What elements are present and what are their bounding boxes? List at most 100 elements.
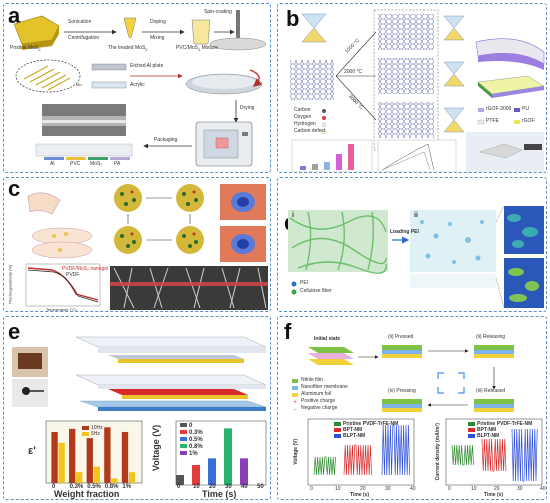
svg-text:−: −	[293, 407, 297, 413]
layer-ptfe: PTFE	[486, 118, 499, 124]
bar-e2-4	[240, 458, 248, 485]
f-left-legend: Pristine PVDF-TrFE-NM BPT-NM BLPT-NM	[334, 421, 398, 439]
bar-e1-1-2	[93, 466, 100, 483]
strip-label-pa: PA	[114, 161, 121, 167]
svg-text:Mo: Mo	[76, 82, 82, 87]
key-defect: Carbon defect	[294, 128, 326, 134]
e2-xtick-1: 10	[193, 484, 200, 490]
fR-red	[481, 438, 507, 472]
f-rleg-0: Pristine PVDF-TrFE-NM	[477, 421, 533, 427]
panel-f: f + −	[277, 316, 547, 500]
bar-e1-1-0	[58, 442, 65, 483]
e2-xtick-0: 0	[177, 484, 181, 490]
e-left-xlabel: Weight fraction	[54, 489, 120, 499]
fL-xtick-2: 20	[360, 486, 366, 492]
bar-e2-2	[208, 458, 216, 485]
fL-xtick-4: 40	[410, 486, 416, 492]
fR-xtick-2: 20	[494, 486, 500, 492]
legend-cellulose: Cellulose fiber	[300, 288, 332, 294]
drying-label: Drying	[240, 105, 255, 111]
f-legend-positive: Positive charge	[301, 398, 336, 404]
temp-2000: 2000 °C	[344, 69, 363, 75]
e-right-ylabel: Voltage (V)	[151, 424, 162, 472]
e1-xtick-0: 0	[52, 484, 56, 490]
packaging-label: Packaging	[154, 137, 178, 143]
f-initial-label: Initial state	[314, 336, 341, 342]
tga-legend-1: PVDF/MoS₂ nanogel	[62, 266, 109, 272]
etched-plate-label: Etched Al plate	[130, 63, 164, 69]
spin-coating-label: Spin-coating	[204, 9, 232, 15]
bar-e1-1-3	[111, 478, 118, 483]
e2-xtick-2: 20	[209, 484, 216, 490]
f-releasing-label: (ii) Releasing	[476, 334, 506, 340]
bar-e1-1-4	[128, 472, 136, 483]
fR-xtick-1: 10	[471, 486, 477, 492]
panel-e-label: e	[8, 319, 21, 344]
layer-rgof: rGOF	[522, 118, 535, 124]
bar-e1-0-2	[86, 438, 93, 483]
panel-a: a Mo	[3, 3, 271, 173]
e-rlegend-3: 0.8%	[189, 444, 203, 450]
svg-text:+: +	[293, 400, 297, 406]
e-left-ylabel: ε'	[28, 445, 36, 457]
bar-e1-0-3	[104, 427, 111, 483]
f-legend-nanofiber: Nanofiber membrane	[301, 384, 348, 390]
e-right-xlabel: Time (s)	[202, 489, 237, 499]
e-rlegend-2: 0.5%	[189, 437, 203, 443]
panel-e-figure	[12, 336, 267, 486]
layer-pu: PU	[522, 106, 529, 112]
f-rleg-2: BLPT-NM	[477, 433, 500, 439]
bar-e1-0-1	[69, 428, 76, 483]
strip-label-pvc: PVC	[70, 161, 81, 167]
panel-a-figure: Mo	[13, 10, 267, 167]
bar-e1-1-1	[76, 472, 83, 483]
e1-xtick-4: 1%	[122, 484, 132, 490]
fR-green	[451, 444, 474, 466]
pristine-label: Pristine MoS2	[10, 45, 41, 52]
f-left-xlabel: Time (s)	[350, 492, 370, 498]
bar-e2-0	[176, 475, 184, 485]
e-rlegend-1: 0.3%	[189, 430, 203, 436]
bar-e1-0-0	[51, 431, 58, 483]
centrifugation-label: Centrifugation	[68, 35, 100, 41]
fR-xtick-0: 0	[448, 486, 451, 492]
e1-xtick-1: 0.3%	[69, 484, 84, 490]
strip-label-mos2: MoS₂	[90, 161, 103, 167]
f-rleg-1: BPT-NM	[477, 427, 497, 433]
panel-f-label: f	[284, 319, 292, 344]
f-released-label: (iii) Released	[476, 388, 506, 394]
bar-e2-3	[224, 428, 232, 485]
panel-c-figure	[25, 184, 268, 310]
legend-pei: PEI	[300, 280, 309, 286]
panel-d-figure	[288, 205, 544, 309]
panel-a-label: a	[8, 3, 21, 28]
e1-xtick-2: 0.5%	[87, 484, 101, 490]
treated-label: The treated MoS2	[108, 45, 148, 52]
key-hydrogen: Hydrogen	[294, 121, 316, 127]
panel-b-label: b	[286, 6, 300, 31]
key-carbon: Carbon	[294, 107, 311, 113]
key-oxygen: Oxygen	[294, 114, 312, 120]
tga-legend-2: PVDF	[66, 272, 80, 278]
e2-xtick-3: 30	[225, 484, 232, 490]
doping-label: Doping	[150, 19, 166, 25]
e-right-legend: 0 0.3% 0.5% 0.8% 1%	[180, 423, 203, 458]
strip-label-al: Al	[50, 161, 55, 167]
fL-blue	[381, 424, 410, 476]
mixture-label: PVC/MoS2 Mixture	[176, 45, 218, 52]
e-legend-5hz: 5Hz	[91, 431, 100, 437]
fL-xtick-3: 30	[385, 486, 391, 492]
layer-rgof3000: rGOF-3000	[486, 106, 512, 112]
f-legend-aluminum: Aluminum foil	[301, 391, 332, 397]
fL-xtick-1: 10	[335, 486, 341, 492]
f-right-xlabel: Time (s)	[484, 492, 504, 498]
acrylic-label: Acrylic	[130, 82, 145, 88]
fL-green	[313, 456, 336, 476]
e-legend-10hz: 10Hz	[91, 425, 103, 431]
fR-blue	[511, 428, 538, 482]
panel-b: b	[277, 3, 547, 173]
f-left-ylabel: Voltage (V)	[293, 438, 300, 465]
mixing-label: Mixing	[150, 35, 165, 41]
bar-e2-1	[192, 465, 200, 485]
f-right-legend: Pristine PVDF-TrFE-NM BPT-NM BLPT-NM	[468, 421, 532, 439]
